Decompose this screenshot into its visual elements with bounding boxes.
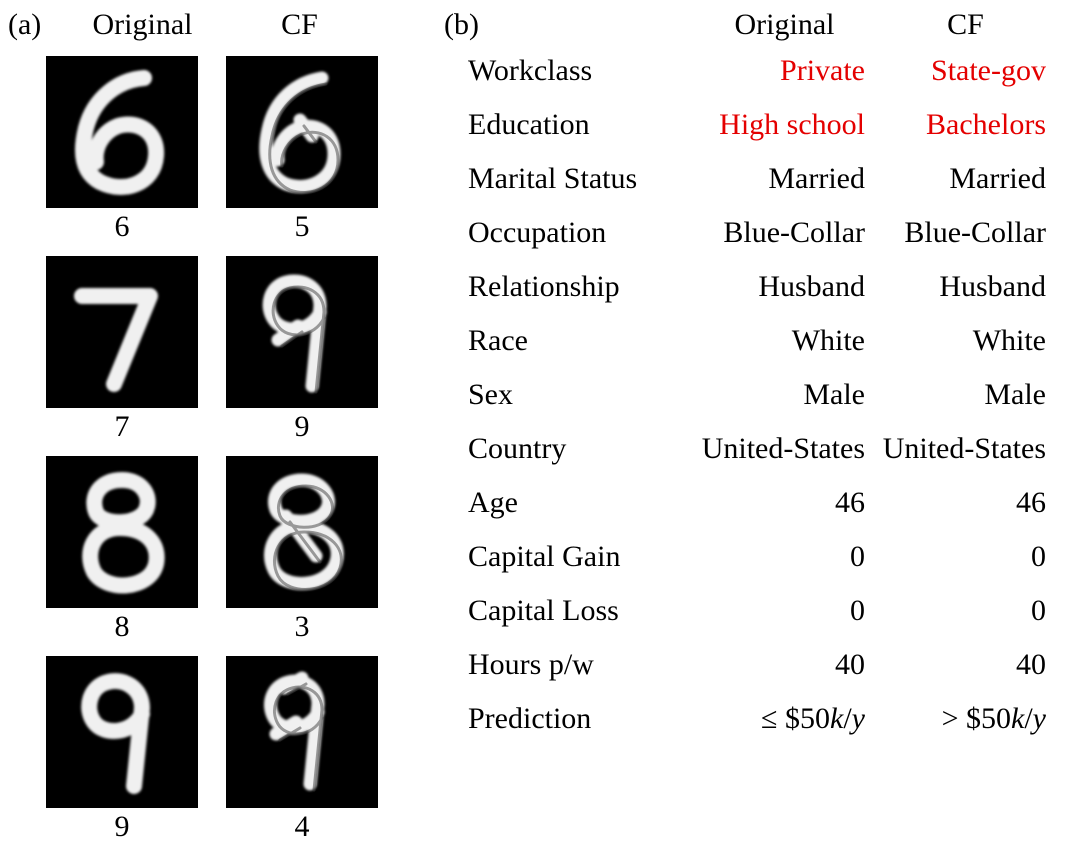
attr-name: Age	[444, 486, 694, 520]
digit-image	[226, 56, 378, 208]
digit-cell-cf: 5	[226, 56, 378, 244]
attr-value-cf: Bachelors	[875, 108, 1056, 142]
table-row: EducationHigh schoolBachelors	[444, 108, 1056, 162]
attr-value-cf: > $50k/y	[875, 702, 1056, 736]
attr-value-original: Husband	[694, 270, 875, 304]
panel-a-tag: (a)	[8, 8, 64, 42]
attr-value-cf: Married	[875, 162, 1056, 196]
digit-row: 94	[8, 656, 428, 844]
attr-value-original: White	[694, 324, 875, 358]
digit-label: 9	[295, 410, 310, 444]
panel-b: (b) Original CF WorkclassPrivateState-go…	[428, 8, 1056, 852]
attr-value-cf: Blue-Collar	[875, 216, 1056, 250]
attr-value-original: High school	[694, 108, 875, 142]
digit-cell-original: 6	[46, 56, 198, 244]
panel-b-col-cf: CF	[875, 8, 1056, 42]
attr-value-original: 0	[694, 540, 875, 574]
table-row: Age4646	[444, 486, 1056, 540]
attr-value-original: 40	[694, 648, 875, 682]
attr-name: Education	[444, 108, 694, 142]
digit-cell-cf: 4	[226, 656, 378, 844]
attr-value-cf: United-States	[875, 432, 1056, 466]
attr-value-original: 0	[694, 594, 875, 628]
table-row: SexMaleMale	[444, 378, 1056, 432]
panel-a-header: (a) Original CF	[8, 8, 428, 52]
table-row: Capital Loss00	[444, 594, 1056, 648]
attr-value-cf: 40	[875, 648, 1056, 682]
panel-a-col-cf: CF	[221, 8, 378, 42]
digit-row: 65	[8, 56, 428, 244]
attr-name: Workclass	[444, 54, 694, 88]
attr-value-original: Male	[694, 378, 875, 412]
digit-grid: 65798394	[8, 56, 428, 844]
table-row: Prediction≤ $50k/y> $50k/y	[444, 702, 1056, 756]
digit-label: 8	[115, 610, 130, 644]
attr-value-original: Blue-Collar	[694, 216, 875, 250]
table-row: OccupationBlue-CollarBlue-Collar	[444, 216, 1056, 270]
attr-value-original: ≤ $50k/y	[694, 702, 875, 736]
attr-value-cf: Husband	[875, 270, 1056, 304]
attr-value-cf: State-gov	[875, 54, 1056, 88]
attr-name: Occupation	[444, 216, 694, 250]
digit-cell-original: 7	[46, 256, 198, 444]
digit-cell-original: 9	[46, 656, 198, 844]
digit-label: 5	[295, 210, 310, 244]
attr-name: Relationship	[444, 270, 694, 304]
table-row: Hours p/w4040	[444, 648, 1056, 702]
panel-b-header: (b) Original CF	[444, 8, 1056, 52]
digit-image	[46, 456, 198, 608]
digit-image	[226, 456, 378, 608]
table-row: Capital Gain00	[444, 540, 1056, 594]
attr-name: Marital Status	[444, 162, 694, 196]
digit-cell-original: 8	[46, 456, 198, 644]
attr-name: Sex	[444, 378, 694, 412]
digit-image	[226, 656, 378, 808]
digit-image	[226, 256, 378, 408]
panel-a: (a) Original CF 65798394	[8, 8, 428, 852]
attr-value-cf: 0	[875, 594, 1056, 628]
table-row: RelationshipHusbandHusband	[444, 270, 1056, 324]
figure: (a) Original CF 65798394 (b) Original CF…	[0, 0, 1080, 860]
digit-label: 3	[295, 610, 310, 644]
attr-value-cf: 0	[875, 540, 1056, 574]
table-row: CountryUnited-StatesUnited-States	[444, 432, 1056, 486]
attr-value-original: United-States	[694, 432, 875, 466]
panel-b-col-original: Original	[694, 8, 875, 42]
table-row: RaceWhiteWhite	[444, 324, 1056, 378]
attr-value-cf: Male	[875, 378, 1056, 412]
digit-label: 4	[295, 810, 310, 844]
digit-row: 83	[8, 456, 428, 644]
digit-label: 9	[115, 810, 130, 844]
attr-value-original: Married	[694, 162, 875, 196]
digit-image	[46, 256, 198, 408]
attr-name: Hours p/w	[444, 648, 694, 682]
digit-label: 6	[115, 210, 130, 244]
attr-name: Country	[444, 432, 694, 466]
attr-value-original: Private	[694, 54, 875, 88]
attr-value-cf: 46	[875, 486, 1056, 520]
digit-cell-cf: 9	[226, 256, 378, 444]
attr-name: Capital Loss	[444, 594, 694, 628]
panel-a-col-original: Original	[64, 8, 221, 42]
attr-name: Prediction	[444, 702, 694, 736]
digit-image	[46, 656, 198, 808]
attr-name: Capital Gain	[444, 540, 694, 574]
attr-value-cf: White	[875, 324, 1056, 358]
digit-label: 7	[115, 410, 130, 444]
panel-b-tag: (b)	[444, 8, 498, 42]
table-row: Marital StatusMarriedMarried	[444, 162, 1056, 216]
digit-row: 79	[8, 256, 428, 444]
table-row: WorkclassPrivateState-gov	[444, 54, 1056, 108]
attr-value-original: 46	[694, 486, 875, 520]
cf-table: WorkclassPrivateState-govEducationHigh s…	[444, 54, 1056, 756]
attr-name: Race	[444, 324, 694, 358]
digit-cell-cf: 3	[226, 456, 378, 644]
digit-image	[46, 56, 198, 208]
